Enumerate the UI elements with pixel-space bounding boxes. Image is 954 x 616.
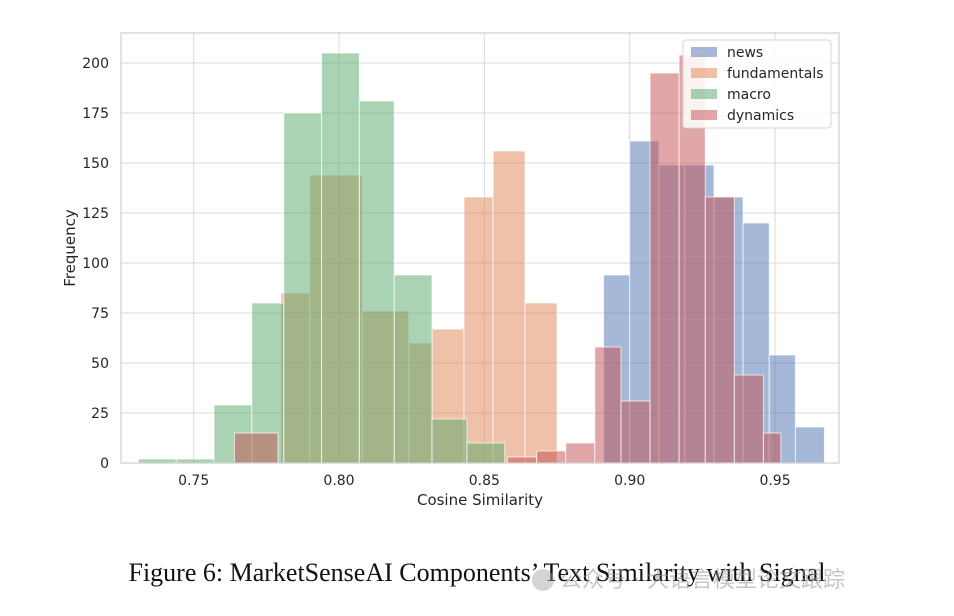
x-tick-label: 0.80 bbox=[323, 473, 354, 489]
series-macro bbox=[137, 52, 506, 464]
x-tick-label: 0.90 bbox=[614, 473, 645, 489]
legend-label-dynamics: dynamics bbox=[727, 108, 794, 124]
bar-news bbox=[794, 426, 825, 464]
bar-fundamentals bbox=[492, 150, 526, 464]
bar-macro bbox=[358, 100, 395, 464]
bar-dynamics bbox=[649, 72, 680, 464]
y-tick-label: 0 bbox=[100, 456, 109, 472]
bar-dynamics bbox=[620, 400, 651, 464]
chart-svg: 0 25 50 75 100 125 150 175 200 0.75 0.80 0.85 0.90 0.… bbox=[61, 32, 840, 509]
y-tick-label: 150 bbox=[82, 156, 109, 172]
bar-macro bbox=[393, 274, 433, 464]
x-tick-label: 0.85 bbox=[469, 473, 500, 489]
bar-fundamentals bbox=[463, 196, 494, 464]
legend-swatch-fundamentals bbox=[691, 68, 717, 78]
legend-swatch-dynamics bbox=[691, 110, 717, 120]
bar-dynamics bbox=[704, 196, 735, 464]
figure-caption: Figure 6: MarketSenseAI Components’ Text… bbox=[128, 558, 826, 587]
legend-swatch-macro bbox=[691, 89, 717, 99]
y-tick-label: 100 bbox=[82, 256, 109, 272]
axes-layer bbox=[120, 32, 840, 464]
bar-dynamics bbox=[507, 456, 538, 464]
bar-macro bbox=[466, 442, 506, 464]
bar-dynamics bbox=[762, 432, 782, 464]
bar-fundamentals bbox=[524, 302, 558, 464]
bar-macro bbox=[283, 112, 323, 464]
plot-frame bbox=[120, 32, 840, 464]
y-tick-label: 125 bbox=[82, 206, 109, 222]
bar-dynamics bbox=[233, 432, 279, 464]
bar-dynamics bbox=[594, 346, 622, 464]
ticks-layer: 0 25 50 75 100 125 150 175 200 0.75 0.80 0.85 0.90 0.… bbox=[82, 56, 790, 489]
histogram-chart: 0 25 50 75 100 125 150 175 200 0.75 0.80 0.85 0.90 0.… bbox=[61, 32, 840, 509]
bar-dynamics bbox=[733, 374, 764, 464]
bar-dynamics bbox=[536, 450, 567, 464]
y-tick-label: 75 bbox=[91, 306, 109, 322]
bar-macro bbox=[431, 418, 468, 464]
y-tick-label: 200 bbox=[82, 56, 109, 72]
bar-dynamics bbox=[565, 442, 596, 464]
y-tick-label: 175 bbox=[82, 106, 109, 122]
legend: news fundamentals macro dynamics bbox=[682, 39, 832, 129]
bars-layer bbox=[137, 52, 825, 464]
legend-swatch-news bbox=[691, 47, 717, 57]
legend-label-fundamentals: fundamentals bbox=[727, 66, 824, 82]
legend-label-news: news bbox=[727, 45, 763, 61]
y-tick-label: 50 bbox=[91, 356, 109, 372]
y-axis-label: Frequency bbox=[61, 209, 79, 287]
y-tick-label: 25 bbox=[91, 406, 109, 422]
x-axis-label: Cosine Similarity bbox=[417, 491, 543, 509]
x-tick-label: 0.95 bbox=[759, 473, 790, 489]
legend-label-macro: macro bbox=[727, 87, 771, 103]
bar-macro bbox=[321, 52, 360, 464]
legend-box bbox=[682, 39, 832, 129]
series-dynamics bbox=[233, 54, 782, 464]
x-tick-label: 0.75 bbox=[178, 473, 209, 489]
